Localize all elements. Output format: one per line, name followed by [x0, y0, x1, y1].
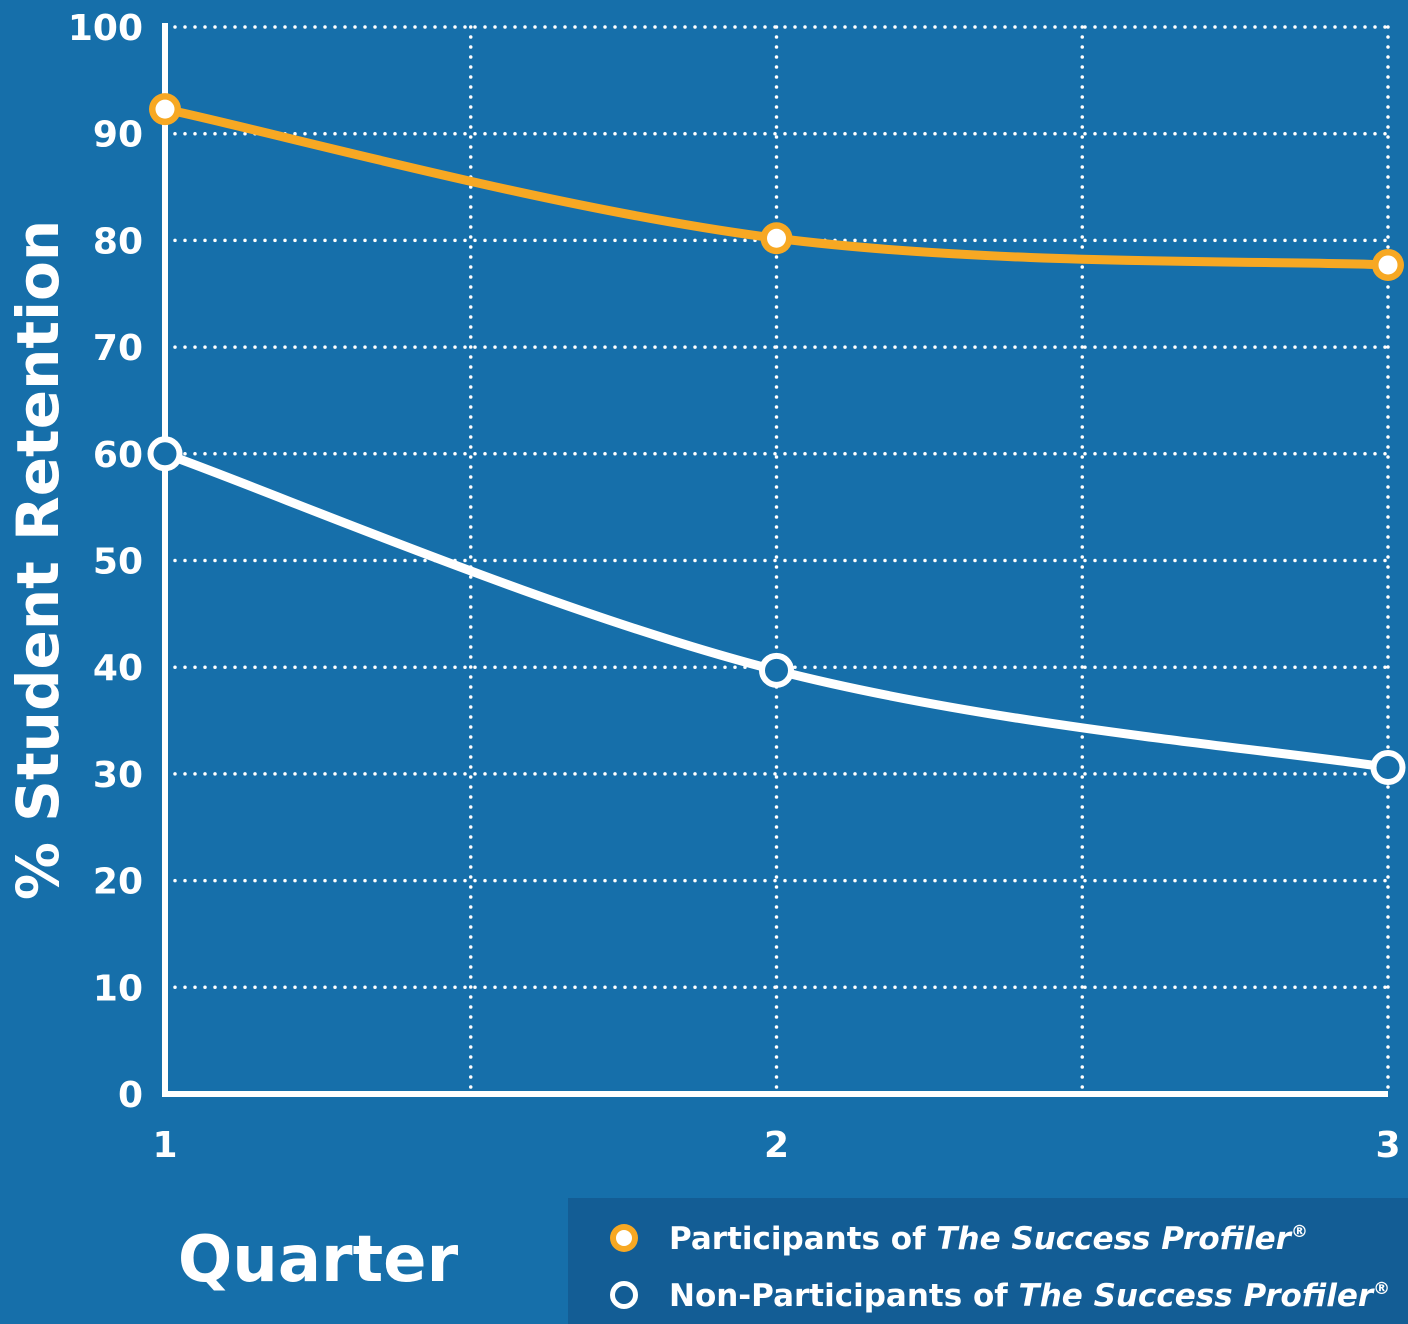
y-axis-label: % Student Retention — [4, 220, 72, 900]
data-point-non-participants — [1370, 749, 1406, 785]
data-point-participants-center — [155, 99, 175, 119]
y-tick-label: 50 — [93, 542, 143, 583]
legend: Participants of The Success Profiler® Non… — [568, 1198, 1408, 1324]
series-markers — [147, 93, 1406, 785]
x-tick-label: 3 — [1375, 1125, 1400, 1166]
x-tick-labels: 1 2 3 — [152, 1125, 1400, 1166]
data-point-participants-center — [1378, 255, 1398, 275]
legend-label-1: Participants of The Success Profiler® — [669, 1221, 1308, 1257]
y-tick-label: 0 — [118, 1075, 143, 1116]
data-point-participants-center — [767, 228, 786, 248]
legend-box — [568, 1198, 1408, 1324]
y-tick-label: 80 — [93, 221, 143, 262]
x-tick-label: 1 — [152, 1125, 177, 1166]
y-tick-label: 60 — [93, 435, 143, 476]
y-tick-label: 30 — [93, 755, 143, 796]
x-axis-label: Quarter — [178, 1223, 459, 1297]
data-point-non-participants — [147, 436, 183, 472]
legend-label-2: Non-Participants of The Success Profiler… — [669, 1278, 1390, 1314]
y-tick-labels: 0 10 20 30 40 50 60 70 80 90 100 — [68, 8, 143, 1116]
axes — [162, 23, 1388, 1097]
x-tick-label: 2 — [764, 1125, 789, 1166]
y-tick-label: 100 — [68, 8, 143, 49]
y-tick-label: 20 — [93, 862, 143, 903]
data-point-non-participants — [759, 652, 794, 688]
y-tick-label: 10 — [93, 968, 143, 1009]
legend-marker-participants-center — [616, 1230, 632, 1246]
y-tick-label: 70 — [93, 328, 143, 369]
y-tick-label: 40 — [93, 648, 143, 689]
legend-marker-non-participants — [610, 1281, 638, 1309]
y-tick-label: 90 — [93, 115, 143, 156]
